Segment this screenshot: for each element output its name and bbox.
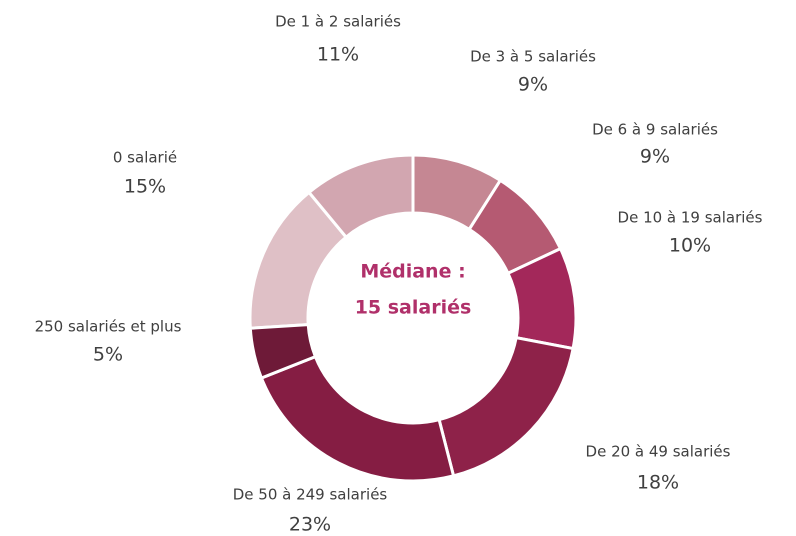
slice-value-label: 9%	[518, 74, 548, 96]
slice-value-label: 23%	[289, 514, 331, 536]
slice-name: De 10 à 19 salariés	[618, 209, 763, 227]
slice-value-label: 5%	[93, 344, 123, 366]
slice-name: De 3 à 5 salariés	[470, 48, 596, 66]
slice-name: 250 salariés et plus	[35, 318, 182, 336]
slice-name: 0 salarié	[113, 149, 177, 167]
center-label: 15 salariés	[355, 297, 472, 319]
slice-value-label: 15%	[124, 176, 166, 198]
slice-value-label: 9%	[640, 146, 670, 168]
donut-slice	[248, 323, 318, 380]
slice-value-label: 10%	[669, 235, 711, 257]
center-label: Médiane :	[360, 261, 465, 283]
slice-name: De 1 à 2 salariés	[275, 13, 401, 31]
slice-name: De 20 à 49 salariés	[586, 443, 731, 461]
donut-slice	[259, 354, 456, 483]
slice-value-label: 11%	[317, 44, 359, 66]
slice-value-label: 18%	[637, 472, 679, 494]
slice-name: De 6 à 9 salariés	[592, 121, 718, 139]
donut-slice	[437, 335, 575, 478]
slice-name: De 50 à 249 salariés	[233, 486, 388, 504]
